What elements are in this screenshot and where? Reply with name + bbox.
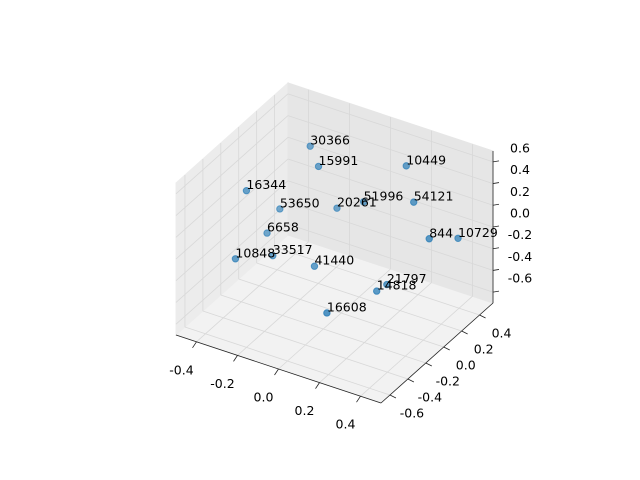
y-tick-label: -0.4 xyxy=(418,390,442,405)
grid-line xyxy=(175,158,289,260)
z-tick-label: 0.0 xyxy=(510,206,530,221)
z-tick-label: -0.4 xyxy=(508,249,532,264)
grid-line xyxy=(175,202,289,303)
x-tick-label: -0.4 xyxy=(169,362,193,377)
x-tick xyxy=(315,382,320,389)
grid-line xyxy=(196,241,309,343)
grid-line xyxy=(287,202,494,271)
point-label: 20261 xyxy=(337,195,377,210)
point-label: 54121 xyxy=(414,189,454,204)
grid-line xyxy=(202,310,409,380)
y-tick-label: 0.0 xyxy=(456,358,476,373)
point xyxy=(323,309,331,317)
grid-line xyxy=(237,255,350,356)
point xyxy=(314,162,323,171)
z-tick xyxy=(492,247,500,250)
x-tick-label: 0.2 xyxy=(295,403,315,418)
point xyxy=(269,251,277,260)
grid-line xyxy=(287,223,494,293)
point-label: 844 xyxy=(429,225,453,240)
z-tick xyxy=(492,269,500,271)
grid-line xyxy=(319,282,432,383)
point xyxy=(425,235,433,243)
y-tick-label: 0.2 xyxy=(474,342,494,357)
point-label: 10848 xyxy=(235,245,275,260)
point xyxy=(231,255,240,263)
point xyxy=(310,262,319,270)
z-tick xyxy=(492,290,500,293)
y-tick xyxy=(443,346,450,351)
point xyxy=(333,204,341,212)
y-axis-line xyxy=(380,302,494,404)
point-label: 16344 xyxy=(246,177,286,192)
grid-line xyxy=(287,93,494,163)
point xyxy=(242,186,251,195)
grid-line xyxy=(175,93,289,195)
z-tick-label: 0.2 xyxy=(510,184,530,199)
z-tick xyxy=(492,225,500,228)
point-label: 10729 xyxy=(458,225,498,240)
z-tick-label: 0.6 xyxy=(510,140,530,155)
z-tick xyxy=(492,203,500,206)
point xyxy=(402,162,410,170)
grid-line xyxy=(278,268,391,370)
z-tick xyxy=(492,182,500,184)
x-tick xyxy=(192,341,197,349)
y-tick-label: 0.4 xyxy=(492,326,512,341)
point xyxy=(306,142,314,150)
x-tick-label: 0.0 xyxy=(254,390,274,405)
point xyxy=(276,205,284,213)
y-tick xyxy=(479,314,486,319)
point-label: 30366 xyxy=(310,133,350,148)
point-label: 51996 xyxy=(364,188,404,203)
grid-line xyxy=(175,180,289,282)
grid-line xyxy=(287,136,494,206)
x-tick xyxy=(233,355,238,362)
grid-line xyxy=(175,136,289,238)
x-tick xyxy=(274,368,279,376)
y-tick-label: -0.6 xyxy=(400,406,424,421)
point xyxy=(263,229,271,237)
x-tick-label: 0.4 xyxy=(336,417,356,432)
y-tick xyxy=(407,378,415,383)
z-tick-label: -0.6 xyxy=(508,271,532,286)
grid-line xyxy=(360,295,473,397)
grid-line xyxy=(287,115,494,184)
grid-line xyxy=(238,278,444,348)
point-label: 16608 xyxy=(327,299,367,314)
z-tick-label: 0.4 xyxy=(510,162,530,177)
point-label: 6658 xyxy=(267,220,299,235)
y-tick xyxy=(425,362,432,367)
point-label: 53650 xyxy=(280,195,320,210)
point-label: 33517 xyxy=(273,242,313,257)
grid-line xyxy=(184,326,391,396)
x-tick-label: -0.2 xyxy=(210,376,234,391)
point xyxy=(373,287,381,295)
point-label: 21797 xyxy=(387,271,427,286)
grid-line xyxy=(220,294,426,364)
point xyxy=(359,198,368,206)
point-label: 14818 xyxy=(377,278,417,293)
grid-line xyxy=(175,223,289,325)
grid-line xyxy=(256,262,462,332)
y-tick-label: -0.2 xyxy=(436,374,460,389)
z-tick-label: -0.2 xyxy=(508,227,532,242)
point-label: 10449 xyxy=(406,152,446,167)
point xyxy=(410,198,418,206)
z-tick xyxy=(492,160,500,163)
grid-line xyxy=(274,246,480,316)
y-tick xyxy=(461,330,468,335)
point xyxy=(383,280,391,289)
x-tick xyxy=(356,395,361,403)
point xyxy=(454,234,462,242)
point-label: 41440 xyxy=(314,253,354,268)
grid-line xyxy=(287,158,494,228)
point-label: 15991 xyxy=(319,153,359,168)
grid-line xyxy=(175,115,289,216)
y-tick xyxy=(389,394,397,399)
x-axis-line xyxy=(175,334,382,404)
